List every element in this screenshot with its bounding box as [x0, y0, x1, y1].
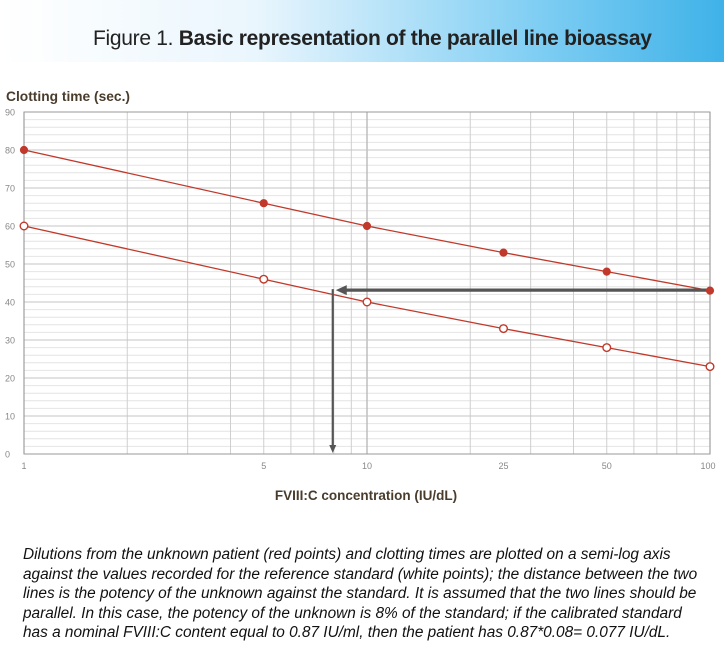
open-point [259, 274, 269, 284]
plot-frame [23, 111, 711, 455]
open-point [362, 297, 372, 307]
filled-point [602, 267, 611, 276]
y-tick-label: 30 [5, 336, 15, 346]
filled-point [705, 286, 715, 295]
x-axis-label: FVIII:C concentration (IU/dL) [275, 488, 457, 503]
filled-point [499, 248, 508, 257]
y-tick-label: 50 [5, 260, 15, 270]
open-point [602, 343, 612, 353]
y-tick-label: 70 [5, 184, 15, 194]
x-tick-label: 50 [602, 461, 612, 471]
x-tick-label: 10 [362, 461, 372, 471]
figure-title-bold: Basic representation of the parallel lin… [178, 27, 652, 50]
arrows [329, 285, 708, 453]
x-tick-label: 1 [21, 461, 26, 471]
open-point [705, 362, 715, 372]
figure-title: Figure 1. Basic representation of the pa… [93, 27, 652, 51]
open-point [498, 324, 508, 334]
y-tick-label: 0 [5, 450, 10, 460]
chart: 0 10 20 30 40 50 60 70 80 90 1 5 10 25 50 100 Clotting… [5, 89, 716, 503]
x-tick-label: 25 [498, 461, 508, 471]
y-tick-label: 80 [5, 146, 15, 156]
title-banner: Figure 1. Basic representation of the pa… [0, 0, 724, 62]
series-line-1 [23, 149, 711, 292]
horizontal-arrow-head [335, 285, 347, 296]
filled-point [362, 221, 372, 231]
vertical-arrow-head [329, 445, 337, 453]
open-point [19, 221, 29, 231]
y-tick-labels: 0 10 20 30 40 50 60 70 80 90 [5, 108, 15, 460]
y-tick-label: 60 [5, 222, 15, 232]
y-tick-label: 20 [5, 374, 15, 384]
series-lines [23, 149, 711, 368]
figure-caption: Dilutions from the unknown patient (red … [23, 546, 698, 642]
y-axis-label: Clotting time (sec.) [6, 89, 130, 104]
filled-point [19, 145, 29, 155]
y-tick-label: 40 [5, 298, 15, 308]
y-tick-label: 90 [5, 108, 15, 118]
series-points [19, 145, 715, 372]
figure-title-prefix: Figure 1. [93, 27, 174, 50]
series-line-2 [23, 225, 711, 368]
x-tick-labels: 1 5 10 25 50 100 [21, 461, 715, 471]
filled-point [259, 199, 268, 208]
y-tick-label: 10 [5, 412, 15, 422]
x-tick-label: 100 [700, 461, 715, 471]
x-tick-label: 5 [261, 461, 266, 471]
